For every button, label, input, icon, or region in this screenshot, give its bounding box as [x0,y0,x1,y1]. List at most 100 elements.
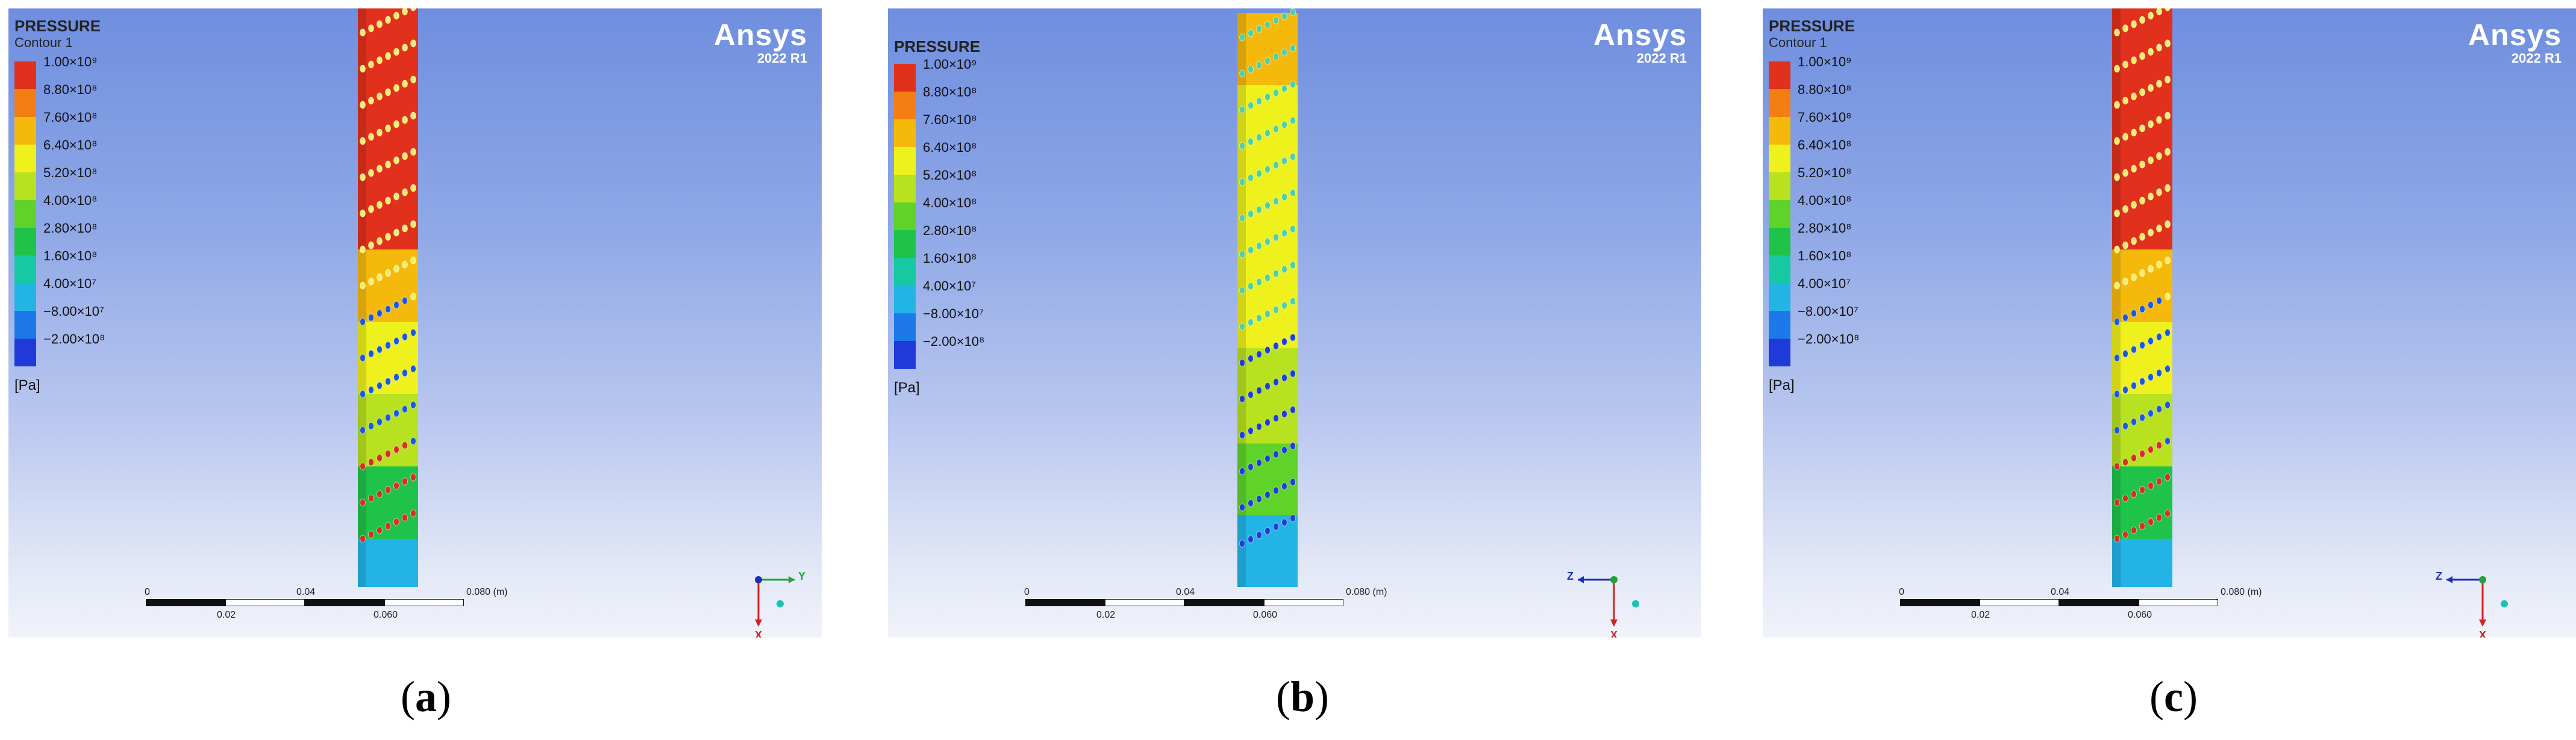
scale-segment [225,599,305,606]
legend-swatch [894,147,916,175]
legend-level-label: 1.00×10⁹ [43,54,98,69]
legend-unit: [Pa] [1769,377,1795,394]
scale-segment [1025,599,1105,606]
scale-tick-label: 0.02 [1096,610,1116,620]
viewport-a[interactable]: PRESSURE Contour 1 1.00×10⁹ 8.80×10⁸ 7.60×… [8,8,822,638]
legend-level-label: 5.20×10⁸ [923,168,977,183]
legend-subtitle: Contour 1 [1769,35,1827,50]
legend-swatch [14,61,36,89]
scale-segment [1980,599,2059,606]
legend-swatch [894,341,916,369]
ansys-logo: Ansys 2022 R1 [2468,18,2562,66]
scale-segment [1264,599,1343,606]
legend-swatch [894,258,916,286]
legend-swatch [894,230,916,258]
axis-label: X [755,629,763,638]
axis-label: X [1610,629,1618,638]
legend-level-label: −2.00×10⁸ [923,334,985,349]
legend-level-label: 2.80×10⁸ [1798,221,1852,236]
legend-swatch [1769,339,1790,366]
legend-swatch [14,117,36,145]
legend-level-label: 6.40×10⁸ [1798,137,1852,152]
legend-level-label: 7.60×10⁸ [923,112,977,127]
legend-swatch [894,92,916,119]
legend-swatch [1769,283,1790,311]
legend-level-label: 2.80×10⁸ [923,223,977,238]
axis-label: Y [798,570,806,582]
legend-level-label: 4.00×10⁷ [43,276,97,291]
legend-swatch [894,175,916,202]
legend-level-label: 8.80×10⁸ [1798,82,1852,97]
legend-level-label: 4.00×10⁷ [923,278,977,293]
axis-label: Z [1567,570,1574,582]
caption-b: (b) [1276,673,1330,721]
legend-level-label: 1.00×10⁹ [1798,54,1852,69]
legend-level-label: 4.00×10⁸ [43,193,98,208]
legend-swatch [1769,228,1790,256]
scale-segment [305,599,384,606]
scale-segment [2139,599,2218,606]
legend-title: PRESSURE [14,17,101,35]
legend-swatch [14,256,36,283]
pressure-contour-model[interactable] [2112,8,2172,587]
legend-title: PRESSURE [1769,17,1855,35]
legend-swatch [1769,145,1790,172]
scale-tick-label: 0 [145,587,150,597]
legend-swatch [14,283,36,311]
legend-swatch [14,311,36,339]
legend-level-label: 8.80×10⁸ [923,84,977,99]
scale-tick-label: 0.060 [374,610,398,620]
viewport-b[interactable]: PRESSURE 1.00×10⁹ 8.80×10⁸ 7.60×10⁸ 6.40×10… [888,8,1701,638]
scale-segment [1900,599,1980,606]
legend-level-label: 4.00×10⁷ [1798,276,1851,291]
scale-tick-label: 0.02 [217,610,236,620]
legend-swatch [1769,200,1790,228]
legend-swatch [1769,89,1790,117]
legend-level-label: 6.40×10⁸ [923,140,977,155]
caption-c: (c) [2149,673,2198,721]
legend-level-label: 2.80×10⁸ [43,221,98,236]
legend-level-label: 7.60×10⁸ [1798,110,1852,125]
legend-level-label: 8.80×10⁸ [43,82,98,97]
legend-swatch [894,202,916,230]
scale-tick-label: 0.04 [2051,587,2070,597]
caption-a: (a) [401,673,451,721]
scale-segment [146,599,225,606]
scale-tick-label: 0.02 [1971,610,1990,620]
legend-level-label: −8.00×10⁷ [1798,304,1859,319]
legend-swatch [894,286,916,313]
legend-unit: [Pa] [14,377,40,394]
legend-level-label: −2.00×10⁸ [43,331,105,346]
legend-swatch [1769,172,1790,200]
legend-level-label: 5.20×10⁸ [1798,165,1852,180]
pressure-contour-model[interactable] [1237,8,1298,587]
legend-swatch [1769,61,1790,89]
scale-tick-label: 0.04 [1176,587,1195,597]
scale-tick-label: 0.080 (m) [2221,587,2262,597]
legend-swatch [1769,256,1790,283]
viewport-c[interactable]: PRESSURE Contour 1 1.00×10⁹ 8.80×10⁸ 7.60×… [1763,8,2576,638]
pressure-contour-model[interactable] [358,8,418,587]
legend-level-label: 6.40×10⁸ [43,137,98,152]
legend-level-label: 4.00×10⁸ [923,195,977,210]
axis-label: X [2479,629,2487,638]
legend-swatch [14,339,36,366]
legend-swatch [14,89,36,117]
legend-level-label: 1.00×10⁹ [923,57,977,72]
scale-bar: 0 0.04 0.080 (m) 0.02 0.060 [888,587,1701,635]
legend-swatch [14,200,36,228]
legend-level-label: −2.00×10⁸ [1798,331,1860,346]
legend-level-label: 1.60×10⁸ [43,248,98,263]
legend-swatch [894,119,916,147]
scale-tick-label: 0.04 [296,587,316,597]
legend-unit: [Pa] [894,380,920,396]
scale-bar: 0 0.04 0.080 (m) 0.02 0.060 [1763,587,2576,635]
legend-level-label: 4.00×10⁸ [1798,193,1852,208]
ansys-logo: Ansys 2022 R1 [713,18,807,66]
scale-bar: 0 0.04 0.080 (m) 0.02 0.060 [8,587,822,635]
legend-swatch [14,228,36,256]
legend-title: PRESSURE [894,37,981,55]
